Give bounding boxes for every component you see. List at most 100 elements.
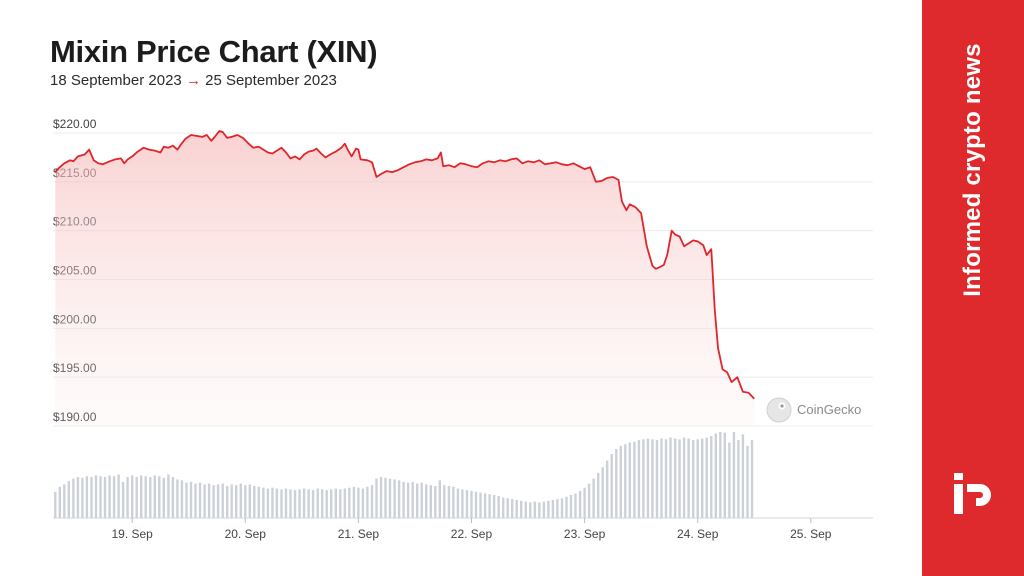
volume-bar [239, 483, 242, 518]
volume-bar [673, 438, 677, 518]
volume-bar [375, 478, 378, 518]
brand-sidebar [922, 0, 1024, 576]
volume-bar [153, 475, 156, 518]
volume-bar [655, 440, 659, 518]
volume-bar [85, 476, 89, 518]
volume-bar [533, 501, 536, 518]
volume-bar [94, 475, 98, 518]
volume-bar [479, 492, 482, 518]
volume-bar [664, 439, 668, 518]
volume-bar [253, 486, 256, 518]
tagline: Informed crypto news [959, 43, 986, 297]
volume-bar [483, 493, 487, 518]
volume-bar [750, 440, 754, 518]
volume-bar [420, 482, 423, 518]
coingecko-logo-icon [766, 397, 792, 423]
volume-bar [352, 486, 356, 518]
volume-bar [366, 486, 369, 518]
volume-bar [737, 440, 740, 518]
volume-bar [696, 439, 699, 518]
volume-bar [76, 477, 80, 518]
volume-bar [719, 431, 722, 518]
volume-bar [741, 434, 745, 518]
price-line [54, 130, 755, 400]
x-tick-label: 24. Sep [677, 527, 719, 541]
volume-bar [162, 477, 165, 518]
volume-bar [357, 487, 360, 518]
volume-bar [230, 484, 233, 518]
volume-bar [569, 495, 573, 518]
volume-bar [692, 440, 695, 518]
y-tick-label: $220.00 [53, 117, 97, 131]
volume-bar [452, 486, 455, 518]
volume-bar [728, 442, 731, 518]
volume-bar [212, 485, 215, 518]
volume-bar [701, 438, 704, 518]
volume-bar [714, 433, 717, 518]
volume-bar [108, 475, 111, 518]
volume-bar [687, 438, 690, 518]
volume-bar [556, 499, 559, 518]
price-area-fill [55, 131, 755, 426]
volume-bar [207, 483, 211, 518]
volume-bar [628, 442, 631, 518]
volume-bar [293, 490, 297, 518]
volume-bar [416, 483, 419, 518]
volume-bar [492, 495, 496, 518]
volume-bar [131, 475, 134, 518]
volume-bar [388, 478, 392, 518]
volume-bar [542, 501, 546, 518]
volume-bar [678, 439, 681, 518]
volume-bar [63, 484, 66, 518]
volume-bar [461, 489, 464, 518]
volume-bar [158, 476, 161, 518]
volume-bar [176, 479, 179, 518]
volume-bar [339, 489, 342, 518]
volume-bar [126, 477, 129, 518]
volume-bar [538, 502, 541, 518]
coingecko-watermark: CoinGecko [766, 397, 861, 423]
volume-bar [103, 477, 107, 518]
volume-bar [257, 486, 260, 518]
volume-bar [72, 478, 75, 518]
potato-p-logo-icon [954, 473, 991, 514]
volume-bar [216, 484, 220, 518]
volume-bar [511, 499, 514, 518]
volume-bar [149, 477, 152, 518]
volume-bar [406, 482, 410, 518]
volume-bar [112, 476, 116, 518]
volume-bar [330, 489, 333, 518]
volume-bar [189, 481, 193, 518]
volume-bar [551, 500, 555, 518]
volume-bar [180, 480, 184, 518]
x-axis-ticks: 19. Sep 20. Sep 21. Sep 22. Sep 23. Sep 24. S… [111, 518, 832, 541]
volume-bar [425, 484, 428, 518]
volume-bar [81, 477, 84, 518]
volume-bar [140, 475, 143, 518]
volume-bar [710, 436, 713, 518]
volume-bar [321, 489, 324, 518]
volume-bar [637, 440, 641, 518]
volume-bar [560, 498, 564, 518]
x-tick-label: 20. Sep [225, 527, 267, 541]
volume-bar [198, 482, 202, 518]
volume-bar [465, 490, 469, 518]
volume-bar [515, 500, 518, 518]
volume-bar [524, 501, 527, 518]
volume-bar [429, 485, 432, 518]
volume-bar [117, 474, 120, 518]
volume-bar [185, 482, 188, 518]
volume-bar [497, 495, 500, 518]
volume-bar [221, 483, 224, 518]
volume-bar [732, 431, 736, 518]
volume-bar [343, 488, 346, 518]
volume-bar [144, 476, 147, 518]
date-from: 18 September 2023 [50, 72, 182, 89]
volume-bar [601, 467, 604, 518]
volume-bar [235, 485, 238, 518]
volume-bar [592, 478, 595, 518]
volume-bar [705, 437, 708, 518]
volume-bar [529, 502, 532, 518]
volume-bar [488, 494, 491, 518]
volume-bar [226, 486, 229, 518]
